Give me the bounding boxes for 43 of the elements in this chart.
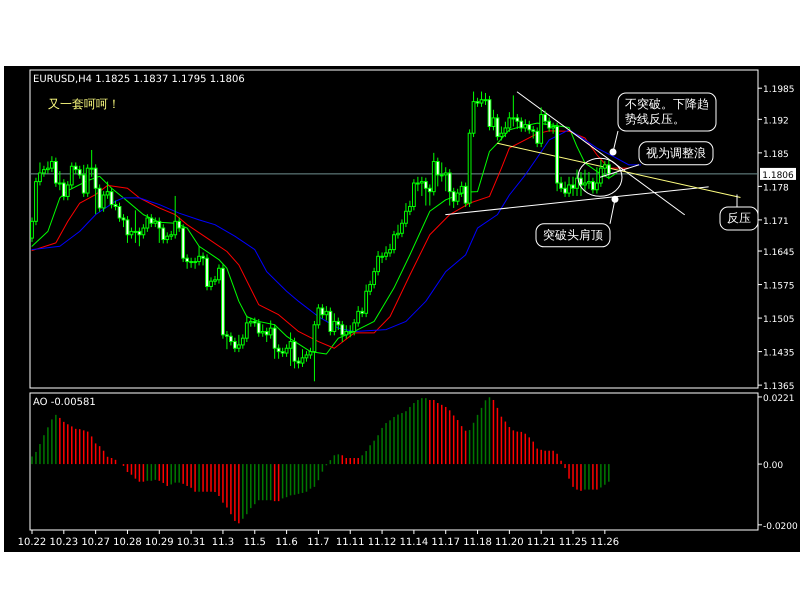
- y-tick-label: 0.00: [763, 461, 784, 472]
- x-tick-label: 10.22: [18, 537, 46, 548]
- x-tick-label: 11.21: [526, 537, 556, 548]
- x-tick-label: 10.31: [176, 537, 206, 548]
- x-tick-label: 11.18: [463, 537, 492, 548]
- y-tick-label: 1.171: [763, 216, 789, 227]
- annotation: 反压: [727, 211, 751, 226]
- y-tick-label: 1.1505: [763, 315, 794, 326]
- x-tick-label: 11.20: [495, 537, 524, 548]
- annotation: 反压: [720, 194, 758, 231]
- x-tick-label: 10.28: [113, 537, 142, 548]
- annotation: 视为调整浪: [646, 146, 706, 160]
- x-tick-label: 11.6: [275, 537, 298, 548]
- y-tick-label: 1.185: [763, 150, 789, 160]
- x-tick-label: 11.5: [244, 537, 266, 548]
- x-tick-label: 11.11: [336, 537, 365, 548]
- x-tick-label: 10.29: [144, 537, 174, 548]
- chart-title: EURUSD,H4 1.1825 1.1837 1.1795 1.1806: [33, 74, 245, 85]
- x-tick-label: 11.26: [590, 537, 620, 548]
- chart-title: AO -0.00581: [33, 397, 96, 408]
- x-tick-label: 10.23: [49, 537, 78, 548]
- y-tick-label: -0.0200: [763, 522, 798, 532]
- y-tick-label: 1.1985: [763, 85, 794, 96]
- annotation: 突破头肩顶: [536, 196, 618, 248]
- x-tick-label: 11.14: [400, 537, 428, 548]
- x-tick-label: 11.25: [558, 537, 588, 548]
- y-tick-label: 1.1435: [763, 348, 794, 359]
- ref-line-label: 1.1806: [762, 170, 794, 181]
- y-tick-label: 1.1645: [763, 248, 794, 258]
- x-tick-label: 11.12: [368, 537, 396, 548]
- annotation: 突破头肩顶: [543, 228, 603, 242]
- x-tick-label: 11.7: [307, 537, 330, 548]
- y-tick-label: 0.0221: [763, 394, 794, 404]
- y-tick-label: 1.192: [763, 116, 789, 126]
- annotation: 视为调整浪: [578, 141, 714, 197]
- x-tick-label: 11.17: [431, 537, 460, 548]
- y-tick-label: 1.1365: [763, 382, 794, 392]
- y-tick-label: 1.1575: [763, 282, 794, 292]
- x-tick-label: 10.27: [81, 537, 110, 548]
- annotation: 不突破。下降趋势线反压。: [625, 97, 709, 126]
- x-tick-label: 11.3: [212, 537, 234, 548]
- text: 又一套呵呵！: [48, 97, 120, 111]
- y-tick-label: 1.178: [763, 183, 790, 194]
